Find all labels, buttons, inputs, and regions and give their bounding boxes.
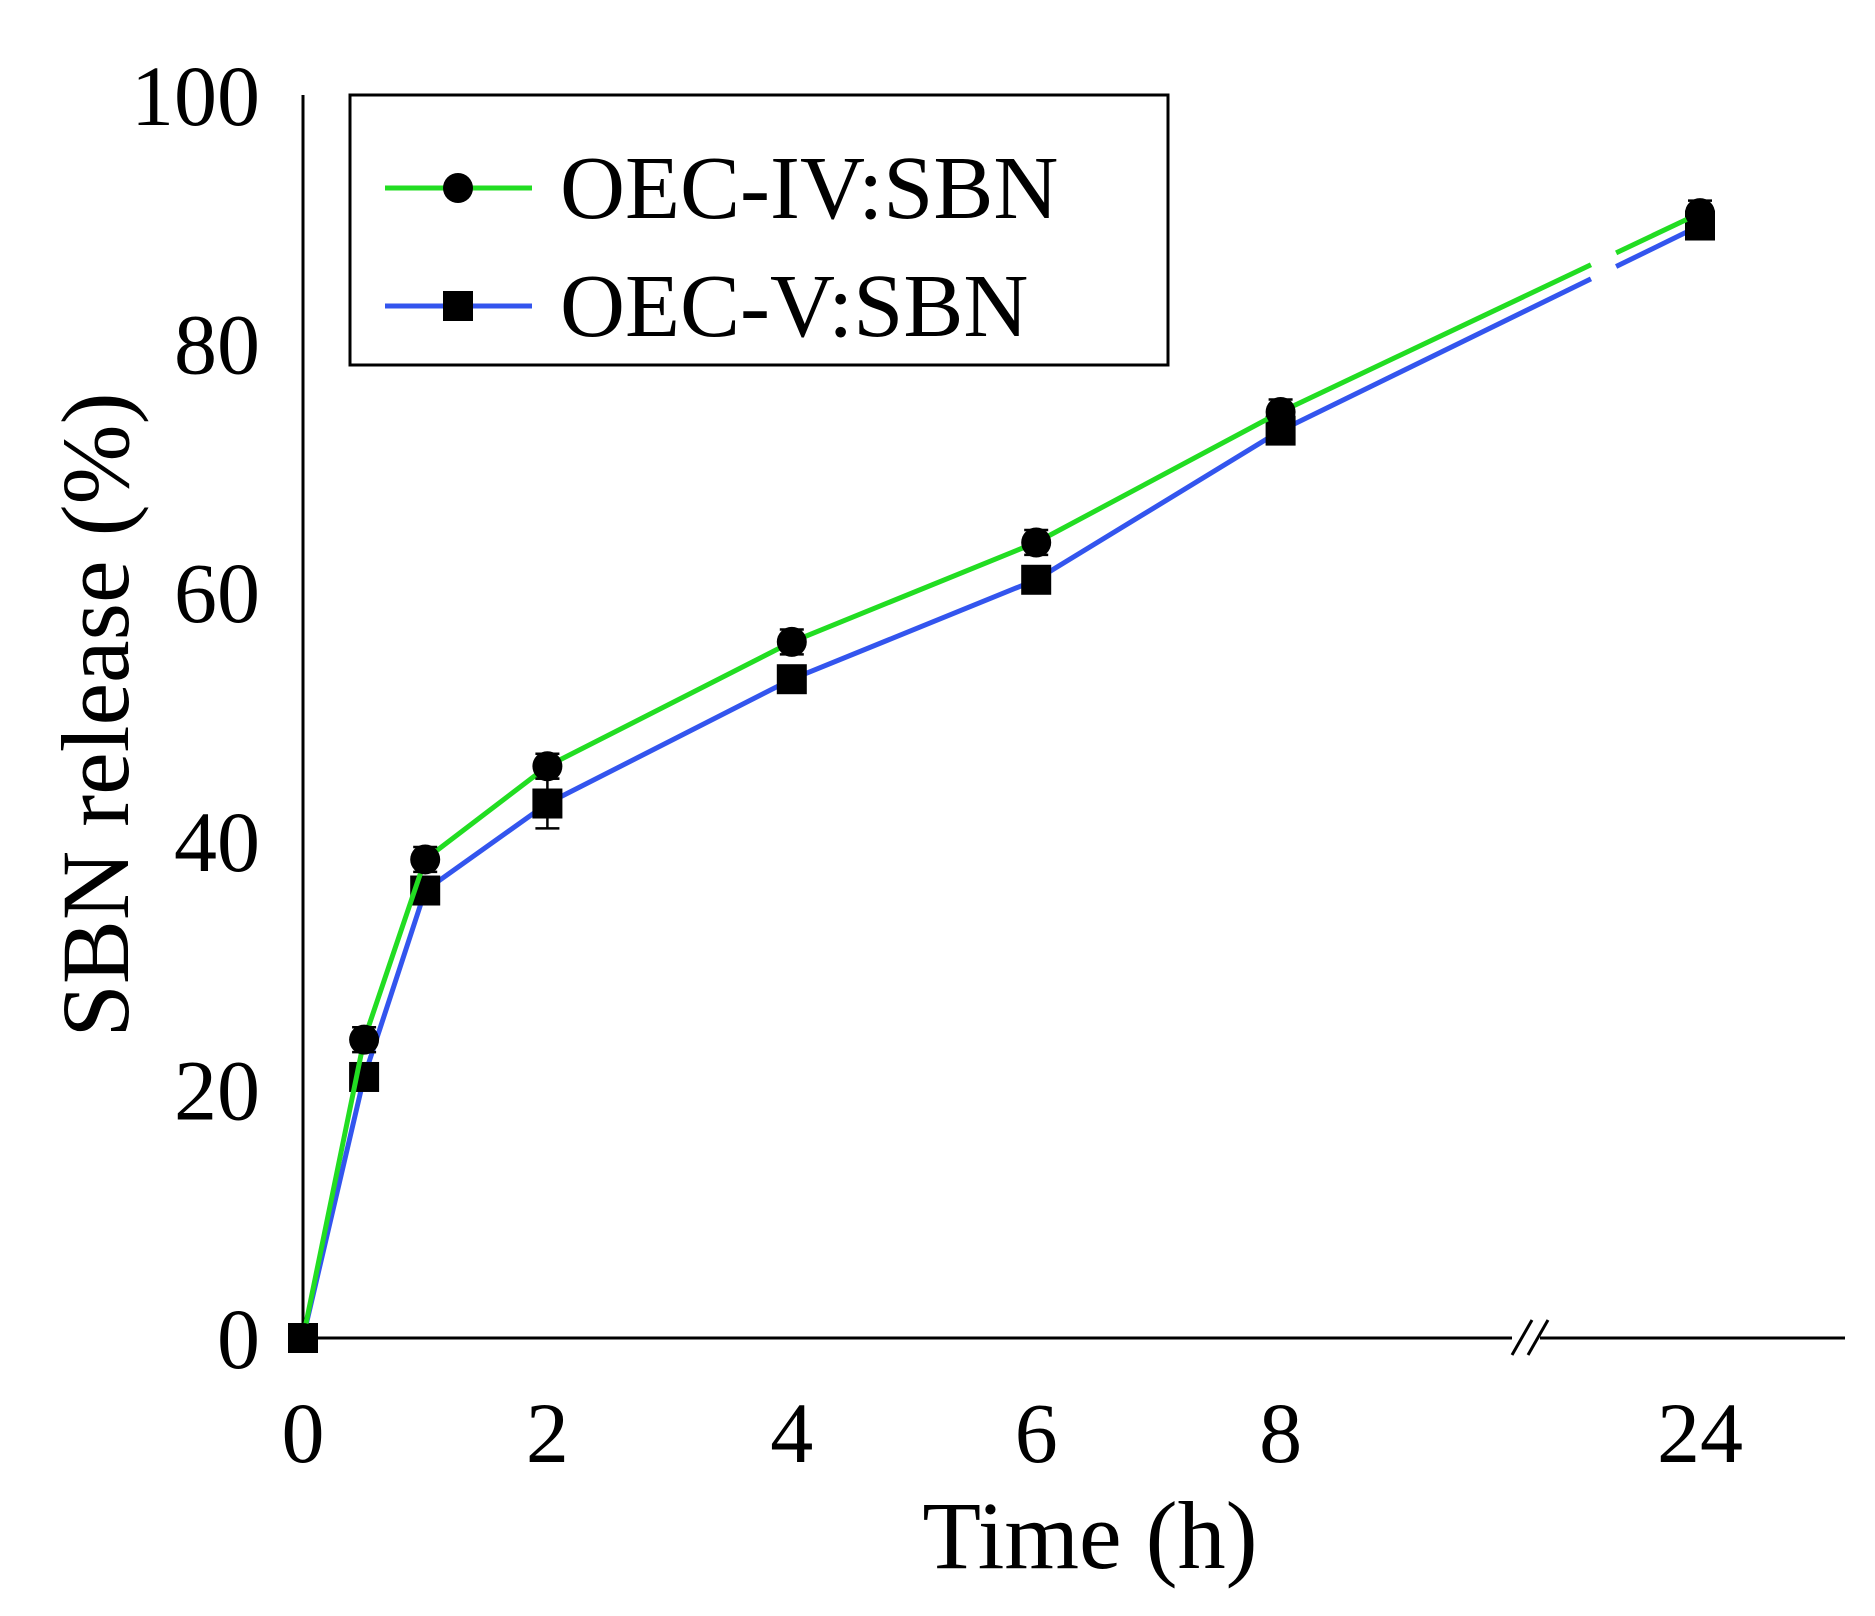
series-layer xyxy=(288,198,1715,1353)
data-point-circle xyxy=(349,1024,380,1055)
y-tick-label-0: 0 xyxy=(217,1291,260,1387)
legend-box xyxy=(348,93,1170,367)
data-point-square xyxy=(532,788,563,819)
data-point-circle xyxy=(410,844,441,875)
data-point-circle xyxy=(776,626,807,657)
y-tick-label-60: 60 xyxy=(174,545,260,641)
y-tick-label-80: 80 xyxy=(174,297,260,393)
legend: OEC-IV:SBN OEC-V:SBN xyxy=(348,93,1170,367)
y-tick-labels: 0 20 40 60 80 100 xyxy=(131,48,260,1387)
data-point-circle xyxy=(1685,198,1715,229)
y-tick-label-40: 40 xyxy=(174,794,260,890)
x-tick-label-24: 24 xyxy=(1657,1385,1743,1481)
legend-label: OEC-IV:SBN xyxy=(560,139,1058,238)
data-point-circle xyxy=(1265,396,1296,427)
data-point-square xyxy=(776,664,807,695)
legend-entry-oec-v-sbn: OEC-V:SBN xyxy=(385,257,1028,356)
series-line-oec-v-sbn xyxy=(300,428,1282,1339)
legend-marker-circle xyxy=(443,173,473,203)
series-oec-iv-sbn xyxy=(288,198,1715,1353)
y-tick-label-100: 100 xyxy=(131,48,260,144)
data-point-circle xyxy=(1021,527,1052,558)
series-line-oec-v-sbn-pre-break xyxy=(1279,276,1593,433)
series-oec-v-sbn xyxy=(288,210,1715,1353)
legend-label: OEC-V:SBN xyxy=(560,257,1028,356)
x-axis-title: Time (h) xyxy=(922,1482,1257,1589)
x-tick-label-6: 6 xyxy=(1015,1385,1058,1481)
series-line-oec-iv-sbn-post-break xyxy=(1615,210,1702,256)
data-point-circle xyxy=(288,1323,318,1353)
y-axis-title: SBN release (%) xyxy=(42,392,149,1037)
axes xyxy=(301,95,1845,1356)
x-tick-labels: 0 2 4 6 8 24 xyxy=(282,1385,1744,1481)
x-tick-label-4: 4 xyxy=(770,1385,813,1481)
axis-break-marker xyxy=(1510,1319,1550,1356)
x-tick-label-0: 0 xyxy=(282,1385,325,1481)
data-point-square xyxy=(1021,564,1052,595)
x-tick-label-2: 2 xyxy=(526,1385,569,1481)
x-tick-label-8: 8 xyxy=(1259,1385,1302,1481)
y-tick-label-20: 20 xyxy=(174,1042,260,1138)
data-point-circle xyxy=(532,751,563,782)
legend-entry-oec-iv-sbn: OEC-IV:SBN xyxy=(385,139,1058,238)
legend-marker-square xyxy=(443,291,473,321)
series-line-oec-iv-sbn-pre-break xyxy=(1279,262,1593,415)
